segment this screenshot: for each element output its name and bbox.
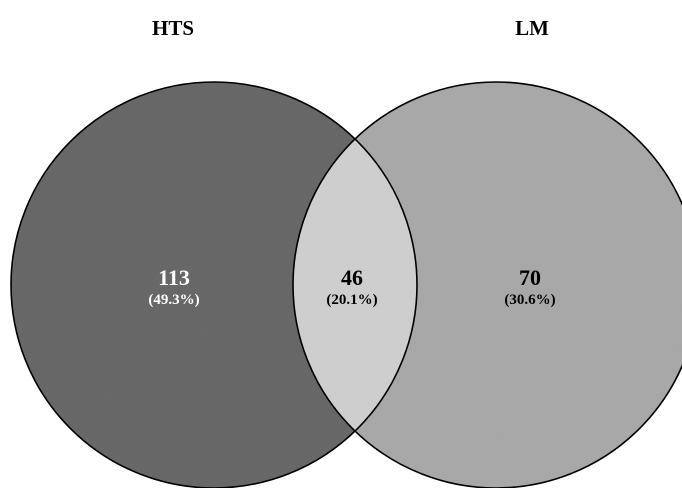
intersection-count: 46 [341,265,363,290]
circle-hts-outline [10,81,418,488]
circle-hts [11,82,417,488]
circle-lm-outline [292,81,682,488]
intersection-percent: (20.1%) [326,292,377,308]
left-only-count: 113 [158,265,190,290]
right-only-count: 70 [519,265,541,290]
left-only-percent: (49.3%) [148,292,199,308]
set-label-hts: HTS [152,16,194,40]
right-only-percent: (30.6%) [504,292,555,308]
set-label-lm: LM [515,16,549,40]
